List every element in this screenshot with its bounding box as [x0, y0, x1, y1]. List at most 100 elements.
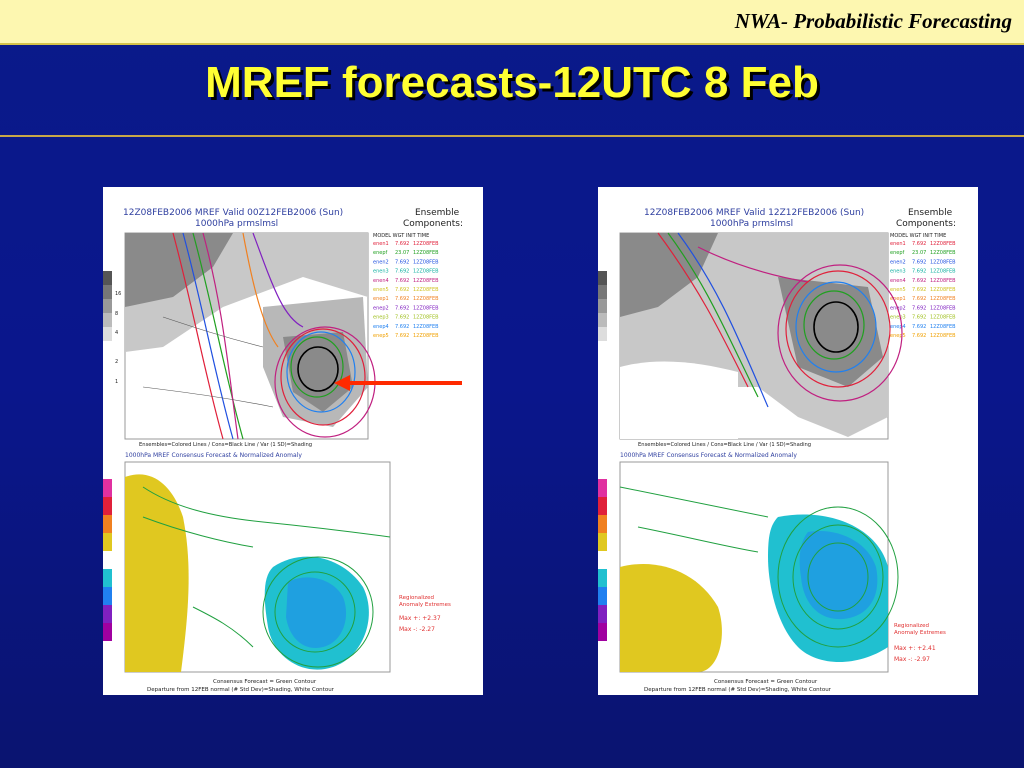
legend-title-line1: Ensemble: [908, 208, 953, 218]
forecast-panel-left: 12Z08FEB2006 MREF Valid 00Z12FEB2006 (Su…: [103, 187, 483, 695]
legend-model: enen5: [890, 287, 906, 293]
slide-title: MREF forecasts-12UTC 8 Feb: [205, 58, 819, 107]
legend-weight: 7.692: [395, 278, 409, 284]
legend-init-time: 12Z08FEB: [413, 305, 439, 311]
svg-text:4: 4: [115, 330, 118, 336]
legend-title-line1: Ensemble: [415, 208, 460, 218]
legend-weight: 7.692: [395, 305, 409, 311]
legend-init-time: 12Z08FEB: [930, 278, 956, 284]
left-arrow-icon: [334, 375, 462, 391]
brand-label: NWA- Probabilistic Forecasting: [734, 9, 1012, 33]
legend-model: enep1: [890, 296, 906, 302]
footer-line2: Departure from 12FEB normal (# Std Dev)=…: [147, 687, 335, 693]
extremes-label-1: Regionalized: [399, 595, 434, 601]
upper-map: [619, 232, 903, 440]
legend-model: enep5: [373, 333, 389, 339]
panel-title-line2: 1000hPa prmslmsl: [710, 219, 793, 229]
upper-map: [124, 232, 376, 440]
footer-line2: Departure from 12FEB normal (# Std Dev)=…: [644, 687, 832, 693]
legend-weight: 7.692: [912, 324, 926, 330]
legend-model: enen3: [890, 269, 906, 275]
legend-weight: 7.692: [395, 287, 409, 293]
legend-init-time: 12Z08FEB: [930, 305, 956, 311]
legend-weight: 7.692: [395, 269, 409, 275]
legend-init-time: 12Z08FEB: [413, 287, 439, 293]
legend-weight: 7.692: [395, 333, 409, 339]
extremes-label-2: Anomaly Extremes: [894, 630, 946, 636]
legend-init-time: 12Z08FEB: [413, 269, 439, 275]
legend-weight: 7.692: [912, 278, 926, 284]
panel-title-line2: 1000hPa prmslmsl: [195, 219, 278, 229]
legend-model: enep1: [373, 296, 389, 302]
legend-model: enepf: [373, 250, 387, 256]
legend-model: enen1: [890, 241, 906, 247]
legend-init-time: 12Z08FEB: [930, 333, 956, 339]
forecast-panel-right: 12Z08FEB2006 MREF Valid 12Z12FEB2006 (Su…: [598, 187, 978, 695]
legend-weight: 7.692: [912, 333, 926, 339]
legend-title-line2: Components:: [896, 219, 956, 229]
legend-init-time: 12Z08FEB: [413, 250, 439, 256]
legend-weight: 7.692: [395, 259, 409, 265]
legend-weight: 7.692: [395, 324, 409, 330]
legend-init-time: 12Z08FEB: [413, 296, 439, 302]
footer-line1: Consensus Forecast = Green Contour: [714, 679, 818, 685]
svg-text:8: 8: [115, 311, 118, 317]
max-positive: Max +: +2.37: [399, 615, 441, 622]
legend-weight: 7.692: [912, 305, 926, 311]
legend-init-time: 12Z08FEB: [930, 259, 956, 265]
bottom-map-title: 1000hPa MREF Consensus Forecast & Normal…: [620, 452, 797, 459]
legend-init-time: 12Z08FEB: [413, 315, 439, 321]
max-negative: Max -: -2.27: [399, 626, 435, 633]
legend-init-time: 12Z08FEB: [930, 241, 956, 247]
legend-model: enep5: [890, 333, 906, 339]
legend-model: enepf: [890, 250, 904, 256]
legend-model: enep4: [890, 324, 906, 330]
legend-init-time: 12Z08FEB: [930, 324, 956, 330]
legend-model: enen2: [373, 259, 389, 265]
extremes-label-2: Anomaly Extremes: [399, 602, 451, 608]
legend-model: enen3: [373, 269, 389, 275]
legend-weight: 7.692: [395, 241, 409, 247]
ensemble-note: Ensembles=Colored Lines / Cons=Black Lin…: [139, 442, 312, 448]
legend-init-time: 12Z08FEB: [930, 315, 956, 321]
max-positive: Max +: +2.41: [894, 645, 936, 652]
legend-model: enen4: [373, 278, 389, 284]
legend-init-time: 12Z08FEB: [930, 269, 956, 275]
ensemble-note: Ensembles=Colored Lines / Cons=Black Lin…: [638, 442, 811, 448]
legend-weight: 7.692: [395, 315, 409, 321]
legend-rows: enen1 7.692 12Z08FEB enepf 23.07 12Z08FEB enen…: [373, 241, 439, 339]
legend-init-time: 12Z08FEB: [413, 259, 439, 265]
extremes-label-1: Regionalized: [894, 623, 929, 629]
legend-model: enen5: [373, 287, 389, 293]
legend-init-time: 12Z08FEB: [930, 250, 956, 256]
legend-model: enep3: [890, 315, 906, 321]
legend-model: enen4: [890, 278, 906, 284]
max-negative: Max -: -2.97: [894, 656, 930, 663]
svg-text:2: 2: [115, 359, 118, 365]
legend-model: enep3: [373, 315, 389, 321]
legend-init-time: 12Z08FEB: [413, 278, 439, 284]
legend-weight: 7.692: [912, 241, 926, 247]
legend-model: enep2: [373, 305, 389, 311]
svg-text:1: 1: [115, 379, 118, 385]
legend-init-time: 12Z08FEB: [930, 287, 956, 293]
legend-init-time: 12Z08FEB: [930, 296, 956, 302]
legend-weight: 23.07: [395, 250, 409, 256]
svg-text:16: 16: [115, 291, 121, 297]
legend-model: enep4: [373, 324, 389, 330]
footer-line1: Consensus Forecast = Green Contour: [213, 679, 317, 685]
legend-header: MODEL WGT INIT TIME: [890, 233, 946, 239]
legend-weight: 7.692: [912, 296, 926, 302]
legend-model: enen2: [890, 259, 906, 265]
legend-weight: 7.692: [395, 296, 409, 302]
legend-model: enen1: [373, 241, 389, 247]
legend-weight: 7.692: [912, 315, 926, 321]
legend-weight: 7.692: [912, 259, 926, 265]
legend-weight: 7.692: [912, 269, 926, 275]
lower-map: [619, 461, 899, 673]
panel-title-line1: 12Z08FEB2006 MREF Valid 00Z12FEB2006 (Su…: [123, 208, 343, 218]
legend-init-time: 12Z08FEB: [413, 324, 439, 330]
legend-title-line2: Components:: [403, 219, 463, 229]
lower-map: [124, 461, 391, 673]
legend-weight: 7.692: [912, 287, 926, 293]
